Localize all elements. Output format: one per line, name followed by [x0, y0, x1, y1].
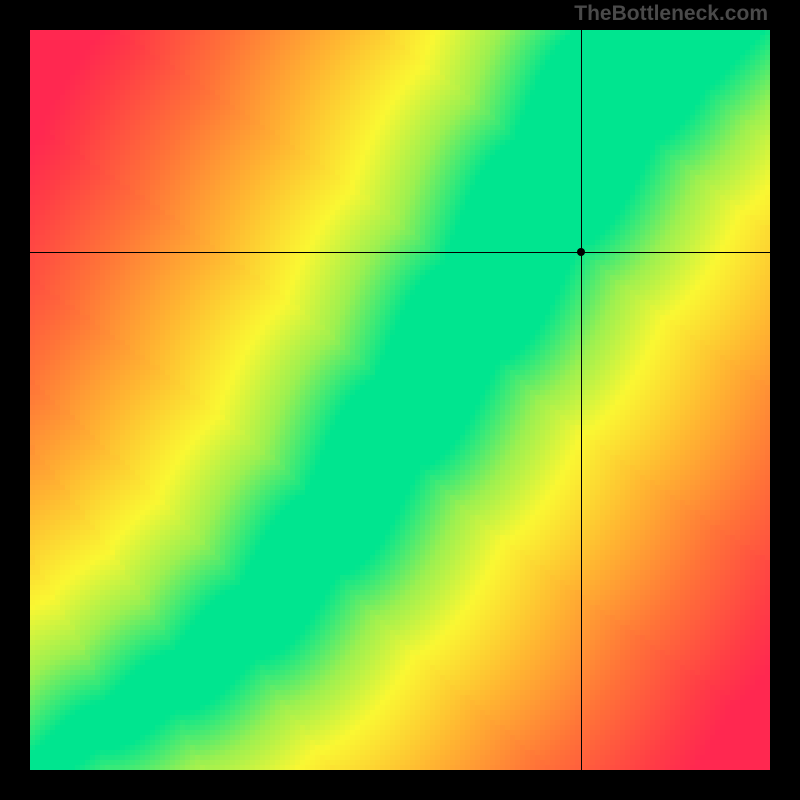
crosshair-marker: [577, 248, 585, 256]
crosshair-vertical: [581, 30, 582, 770]
watermark-text: TheBottleneck.com: [574, 2, 768, 26]
crosshair-horizontal: [30, 252, 770, 253]
heatmap-canvas: [30, 30, 770, 770]
heatmap-plot: [30, 30, 770, 770]
